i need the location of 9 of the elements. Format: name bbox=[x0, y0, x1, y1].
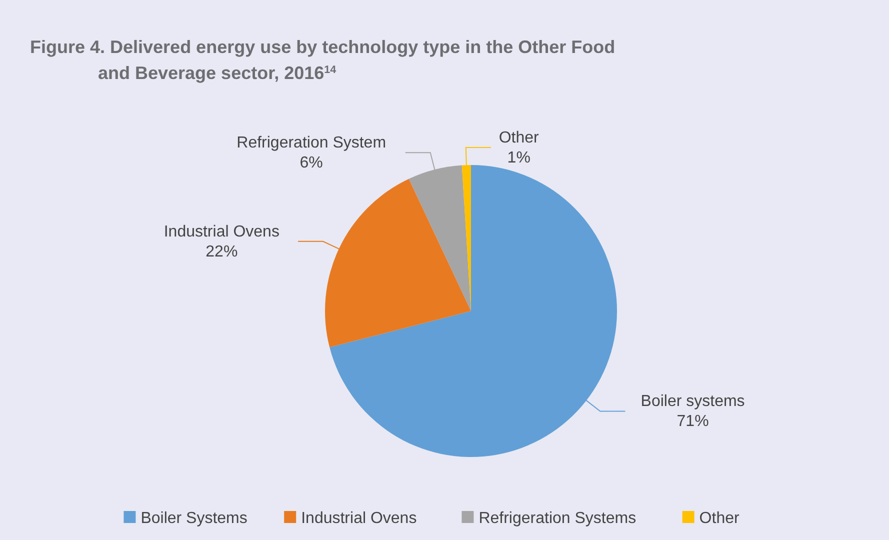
data-label: Boiler systems 71% bbox=[640, 393, 745, 430]
data-label: Other 1% bbox=[498, 130, 540, 167]
legend-label: Boiler Systems bbox=[140, 510, 248, 527]
legend-label: Other bbox=[699, 510, 740, 527]
legend-label: Industrial Ovens bbox=[301, 510, 417, 527]
chart-title: Figure 4. Delivered energy use by technology type in the Other Food and Beverage sector, 2016$^{14}$ bbox=[30, 37, 616, 83]
data-label: Industrial Ovens 22% bbox=[164, 223, 280, 260]
legend-label: Refrigeration Systems bbox=[478, 510, 636, 527]
data-label: Refrigeration System 6% bbox=[236, 134, 386, 172]
